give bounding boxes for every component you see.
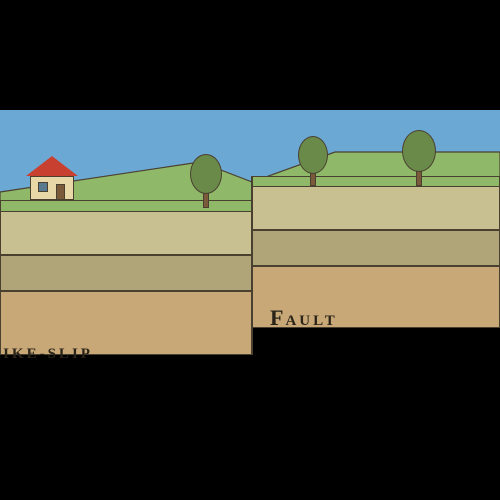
left-layer-2 (0, 255, 252, 291)
label-strike-slip: STRIKE-SLIP (0, 338, 93, 364)
house-roof-icon (26, 156, 78, 176)
right-layer-2 (252, 230, 500, 266)
right-grass-edge (252, 176, 500, 187)
house-window-icon (38, 182, 48, 192)
tree-crown-icon (298, 136, 328, 174)
fault-line (251, 176, 253, 355)
fault-diagram: STRIKE-SLIP FAULT (0, 110, 500, 390)
left-grass-edge (0, 200, 252, 212)
right-layer-1 (252, 186, 500, 230)
label-rest: AULT (285, 313, 337, 329)
label-cap: F (270, 305, 285, 330)
house-door-icon (56, 184, 65, 200)
letterbox-bottom (0, 390, 500, 500)
label-fault: FAULT (270, 305, 338, 331)
tree-crown-icon (402, 130, 436, 172)
letterbox-top (0, 0, 500, 110)
left-layer-1 (0, 211, 252, 255)
label-rest: TRIKE-SLIP (0, 346, 93, 362)
house-body (30, 176, 74, 200)
tree-crown-icon (190, 154, 222, 194)
